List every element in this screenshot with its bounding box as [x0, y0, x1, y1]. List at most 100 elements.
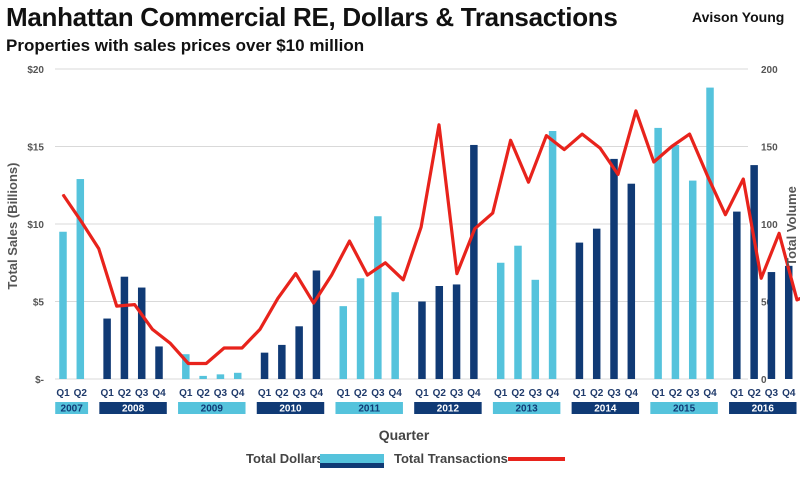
quarter-label: Q2 — [118, 388, 132, 399]
quarter-label: Q1 — [573, 388, 587, 399]
transactions-point — [474, 228, 476, 230]
transactions-point — [151, 328, 154, 330]
transactions-point — [187, 362, 189, 365]
transactions-point — [438, 124, 440, 126]
year-box — [335, 402, 403, 414]
transactions-point — [706, 175, 709, 177]
brand-logo-text: Avison Young — [692, 9, 785, 25]
bar — [137, 287, 146, 379]
quarter-label: Q3 — [371, 388, 385, 399]
transactions-point — [134, 304, 136, 306]
bar — [496, 262, 505, 379]
transactions-point — [420, 226, 422, 228]
bar — [391, 292, 399, 379]
quarter-label: Q3 — [450, 388, 464, 399]
bar — [216, 374, 225, 379]
quarter-label: Q2 — [669, 388, 683, 399]
quarter-label: Q4 — [625, 388, 639, 399]
transactions-point — [80, 220, 82, 222]
transactions-point — [348, 240, 351, 242]
quarter-label: Q3 — [607, 388, 621, 399]
bar — [627, 183, 636, 379]
bars — [59, 87, 793, 380]
quarter-label: Q4 — [152, 388, 166, 399]
right-axis-label: Total Volume — [784, 186, 799, 266]
transactions-point — [330, 274, 333, 276]
quarter-label: Q2 — [74, 388, 88, 399]
transactions-point — [98, 248, 100, 250]
right-tick-label: 150 — [761, 143, 778, 154]
right-tick-label: 0 — [761, 375, 767, 386]
transactions-point — [509, 139, 512, 141]
quarter-label: Q1 — [494, 388, 508, 399]
year-box — [492, 402, 561, 414]
transactions-point — [653, 161, 655, 163]
transactions-point — [563, 149, 565, 151]
bar — [435, 286, 444, 379]
year-box — [99, 402, 167, 414]
bar — [312, 270, 321, 379]
quarter-label: Q2 — [354, 388, 368, 399]
transactions-line — [61, 109, 800, 366]
quarter-label: Q4 — [310, 388, 324, 399]
x-axis-label: Quarter — [379, 427, 430, 443]
quarter-label: Q1 — [179, 388, 193, 399]
bar — [654, 127, 662, 380]
year-label: 2011 — [358, 404, 380, 415]
transactions-point — [599, 147, 601, 149]
quarter-label: Q4 — [703, 388, 717, 399]
transactions-point — [277, 297, 279, 299]
transactions-point — [527, 181, 530, 183]
transactions-point — [402, 279, 404, 281]
bar — [610, 158, 618, 379]
transactions-point — [617, 173, 619, 175]
quarter-label: Q1 — [415, 388, 429, 399]
transactions-point — [313, 302, 315, 304]
year-box — [650, 402, 718, 414]
left-tick-label: $5 — [33, 298, 45, 309]
year-box — [256, 402, 325, 414]
transactions-point — [169, 342, 172, 344]
year-label: 2014 — [594, 404, 617, 415]
left-tick-label: $15 — [27, 143, 44, 154]
transactions-point — [116, 305, 118, 307]
left-tick-label: $10 — [27, 220, 44, 231]
transactions-point — [295, 273, 297, 275]
bar — [339, 306, 348, 379]
quarter-label: Q4 — [546, 388, 560, 399]
quarter-label: Q3 — [686, 388, 700, 399]
transactions-point — [635, 110, 637, 112]
transactions-series-line — [61, 109, 800, 366]
year-label: 2013 — [516, 404, 539, 415]
year-label: 2012 — [437, 404, 460, 415]
quarter-label: Q4 — [388, 388, 402, 399]
quarter-label: Q3 — [135, 388, 149, 399]
quarter-label: Q4 — [467, 388, 481, 399]
right-tick-label: 100 — [761, 220, 778, 231]
right-tick-label: 200 — [761, 65, 778, 76]
transactions-point — [581, 133, 583, 135]
year-box — [571, 402, 640, 414]
quarter-label: Q3 — [765, 388, 779, 399]
transactions-point — [724, 214, 727, 216]
bar — [688, 180, 697, 379]
year-label: 2007 — [61, 404, 84, 415]
bar — [374, 216, 382, 379]
legend-label-dollars: Total Dollars — [246, 451, 324, 466]
transactions-point — [778, 232, 780, 234]
bar — [120, 276, 129, 379]
legend-swatch-dollars-light — [320, 454, 384, 463]
bar — [155, 346, 163, 379]
left-axis-label: Total Sales (Billions) — [5, 163, 20, 290]
quarter-label: Q4 — [782, 388, 796, 399]
year-box — [414, 402, 482, 414]
transactions-point — [456, 273, 458, 275]
bar — [784, 265, 793, 379]
bar — [470, 144, 478, 379]
year-label: 2009 — [201, 404, 224, 415]
year-label: 2008 — [122, 404, 145, 415]
quarter-label: Q2 — [433, 388, 447, 399]
bar — [592, 228, 601, 379]
quarter-label: Q2 — [747, 388, 761, 399]
